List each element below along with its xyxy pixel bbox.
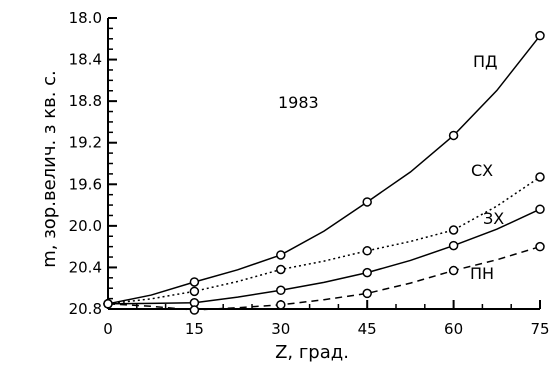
series-line [107,35,541,305]
y-tick-label: 18.8 [69,92,102,110]
data-point [189,277,200,287]
data-point [535,204,545,214]
y-tick-label: 20.4 [69,258,102,276]
data-point [103,299,113,309]
data-point [362,246,372,256]
data-point [362,288,372,299]
y-tick-label: 18.0 [69,9,102,27]
data-point [362,267,372,278]
data-point [448,240,459,251]
x-tick-label: 0 [103,320,113,338]
y-axis-title: m, зор.велич. з кв. с. [39,70,60,268]
x-tick-label: 75 [530,320,549,338]
series-ПН [103,241,545,315]
data-point [276,285,286,296]
y-tick-label: 18.4 [69,51,102,69]
data-point [189,305,200,315]
series-line [107,208,541,305]
y-tick-label: 20.8 [69,300,102,318]
x-tick-label: 30 [271,320,290,338]
series-ЗХ [103,204,545,309]
data-point [535,172,545,182]
x-ticks: 0 15 30 45 60 75 [103,300,550,338]
y-tick-label: 19.2 [69,134,102,152]
x-axis-title: Z, град. [275,342,349,363]
data-point [535,30,545,41]
y-ticks: 18.0 18.4 18.8 19.2 19.6 20.0 20.4 20.8 [69,9,117,318]
series-label: ПД [473,52,498,71]
data-point [276,264,286,275]
data-point [189,286,200,297]
y-tick-label: 19.6 [69,175,102,193]
series-label: СХ [471,161,493,180]
series-line [107,176,541,305]
data-point [448,130,459,141]
data-point [535,241,545,252]
data-point [362,197,372,207]
series-layer [103,30,545,315]
series-label: ПН [470,264,494,283]
series-СХ [103,172,545,309]
series-label: ЗХ [483,209,504,228]
x-tick-label: 45 [358,320,377,338]
annotation-year: 1983 [278,93,319,112]
series-labels: ПД СХ ЗХ ПН [470,52,504,283]
x-tick-label: 60 [444,320,463,338]
data-point [276,300,286,310]
x-tick-label: 15 [185,320,204,338]
series-line [107,245,541,311]
data-point [448,225,459,235]
y-tick-label: 20.0 [69,217,102,235]
data-point [448,265,459,276]
data-point [276,250,286,260]
